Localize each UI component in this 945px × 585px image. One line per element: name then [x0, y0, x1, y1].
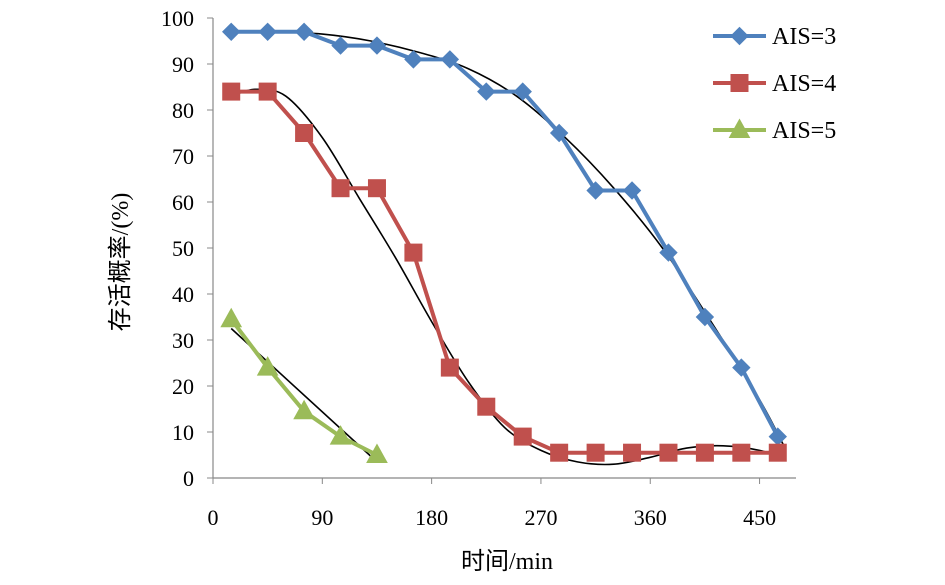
trend-lines [230, 30, 785, 466]
data-point-ais-3 [367, 36, 387, 55]
x-tick-label: 360 [634, 505, 667, 530]
data-point-ais-3 [258, 22, 277, 42]
data-point-ais-4 [513, 427, 532, 446]
x-axis-title: 时间/min [461, 548, 553, 575]
data-point-ais-3 [513, 82, 532, 101]
data-point-ais-4 [586, 443, 605, 462]
data-point-ais-3 [294, 22, 314, 42]
data-point-ais-3 [440, 50, 460, 69]
data-point-ais-4 [367, 179, 386, 198]
data-point-ais-3 [549, 123, 569, 143]
y-tick-label: 100 [161, 6, 194, 31]
x-tick-label: 270 [524, 505, 557, 530]
series-line-ais-4 [231, 89, 778, 455]
x-tick-label: 0 [208, 505, 219, 530]
data-point-ais-5 [366, 443, 388, 463]
y-tick-label: 90 [172, 52, 194, 77]
legend-marker-ais-4 [730, 74, 749, 92]
data-point-ais-4 [732, 443, 751, 462]
data-point-ais-5 [293, 399, 315, 420]
data-point-ais-3 [732, 358, 751, 377]
data-point-ais-4 [331, 179, 350, 198]
data-point-ais-4 [295, 124, 314, 142]
y-tick-label: 30 [172, 328, 194, 353]
trend-line-ais-4 [230, 88, 779, 466]
axes [207, 17, 796, 484]
legend-label-ais-3: AIS=3 [772, 24, 836, 50]
y-tick-label: 60 [172, 190, 194, 215]
data-point-ais-4 [440, 358, 459, 377]
data-point-ais-3 [695, 307, 715, 327]
data-point-ais-3 [222, 22, 241, 42]
series-line-ais-5 [229, 318, 378, 457]
y-tick-label: 50 [172, 236, 194, 261]
legend-marker-ais-3 [730, 26, 749, 46]
data-point-ais-5 [329, 425, 352, 445]
y-tick-label: 80 [172, 98, 194, 123]
data-point-ais-3 [622, 181, 642, 200]
data-point-ais-3 [477, 82, 496, 101]
data-point-ais-3 [768, 427, 787, 446]
legend: AIS=3 AIS=4 AIS=5 [713, 24, 836, 144]
data-point-ais-4 [768, 443, 787, 462]
data-point-ais-4 [550, 443, 569, 462]
data-point-ais-4 [222, 82, 241, 101]
y-tick-label: 10 [172, 420, 194, 445]
tick-labels: 0 10 20 30 40 50 60 70 80 90 100 0 90 180 270 360 450 [161, 6, 776, 530]
data-point-ais-4 [623, 443, 642, 462]
y-tick-label: 40 [172, 282, 194, 307]
data-point-ais-4 [404, 243, 423, 262]
data-point-ais-3 [586, 181, 605, 200]
data-point-ais-5 [256, 356, 279, 376]
legend-marker-ais-5 [728, 118, 751, 138]
data-point-ais-3 [331, 36, 350, 55]
data-point-ais-4 [659, 443, 678, 462]
data-point-ais-5 [220, 307, 243, 328]
x-tick-label: 180 [415, 505, 448, 530]
data-series [220, 22, 787, 463]
data-point-ais-3 [659, 243, 678, 262]
legend-label-ais-5: AIS=5 [772, 118, 836, 144]
y-tick-label: 0 [183, 466, 194, 491]
y-axis-title: 存活概率/(%) [107, 193, 134, 332]
trend-line-ais-3 [231, 30, 785, 447]
x-tick-label: 90 [311, 505, 333, 530]
series-line-ais-3 [231, 29, 780, 438]
y-tick-label: 20 [172, 374, 194, 399]
legend-label-ais-4: AIS=4 [772, 71, 836, 97]
y-tick-label: 70 [172, 144, 194, 169]
data-point-ais-3 [404, 50, 423, 69]
data-point-ais-4 [258, 82, 277, 101]
data-point-ais-4 [695, 443, 714, 462]
x-tick-label: 450 [743, 505, 776, 530]
data-point-ais-4 [477, 397, 496, 416]
